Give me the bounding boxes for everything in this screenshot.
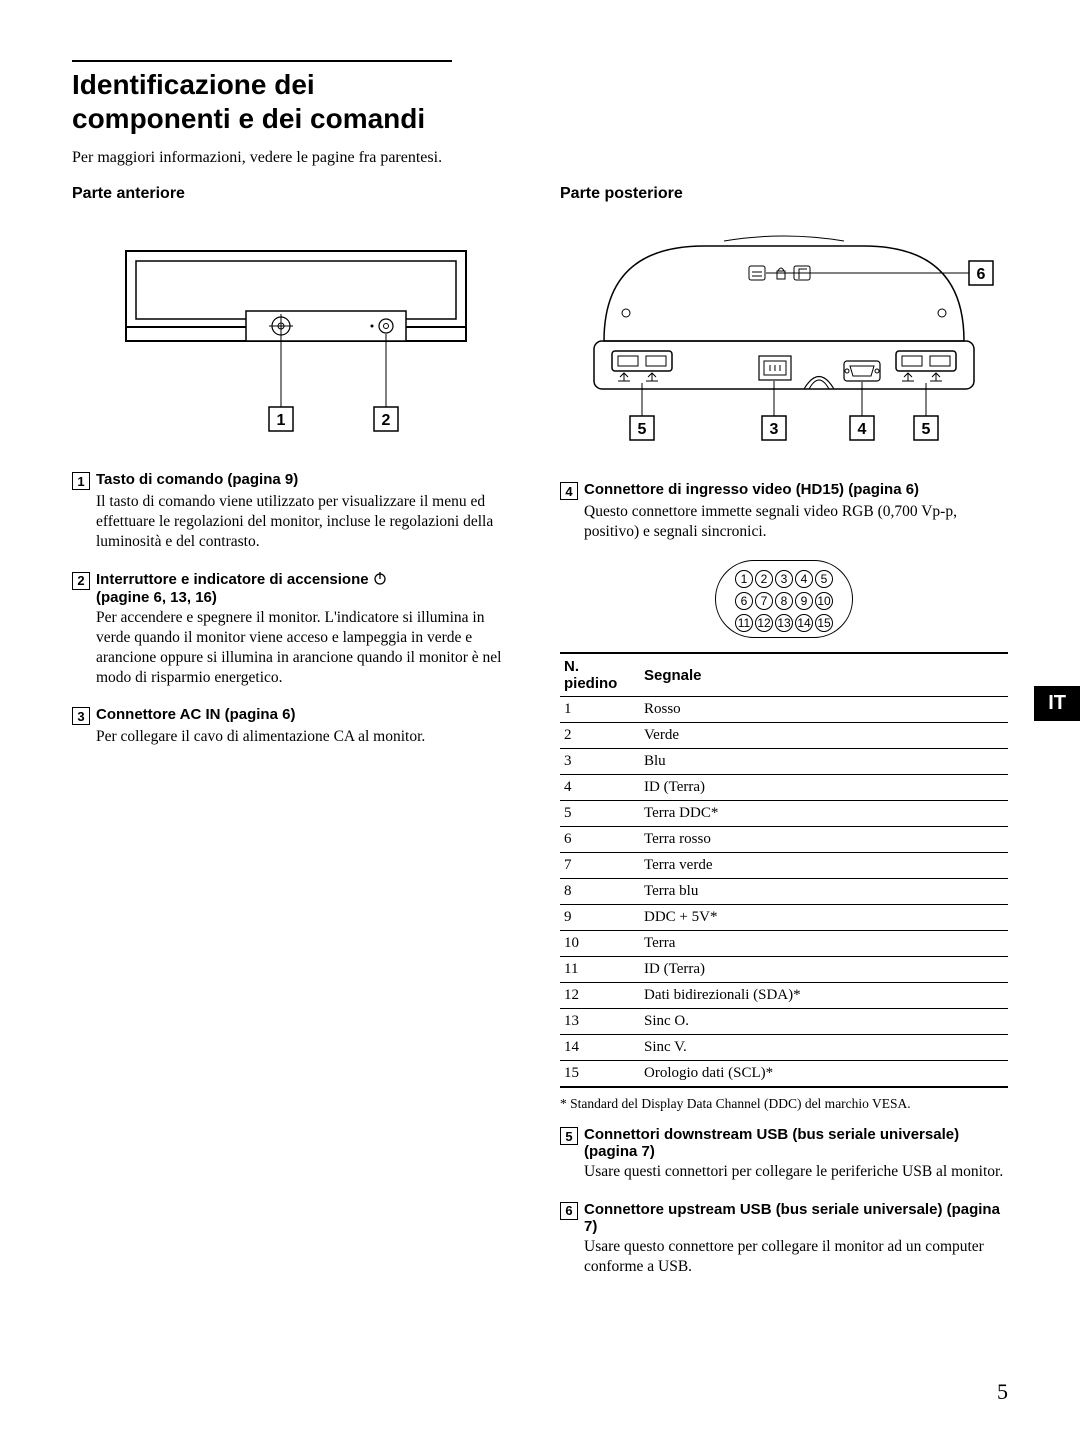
item-6: 6 Connettore upstream USB (bus seriale u… (560, 1201, 1008, 1277)
table-row: 8Terra blu (560, 879, 1008, 905)
pin-2: 2 (755, 570, 773, 588)
item-1: 1 Tasto di comando (pagina 9) Il tasto d… (72, 471, 520, 552)
pin-diagram: 12345 678910 1112131415 (560, 560, 1008, 638)
pin-15: 15 (815, 614, 833, 632)
content-columns: Parte anteriore (72, 185, 1008, 1295)
right-subhead: Parte posteriore (560, 185, 1008, 203)
title-rule (72, 60, 452, 62)
page-number: 5 (997, 1379, 1008, 1405)
pin-1: 1 (735, 570, 753, 588)
table-row: 13Sinc O. (560, 1009, 1008, 1035)
pin-5: 5 (815, 570, 833, 588)
table-row: 1Rosso (560, 697, 1008, 723)
left-subhead: Parte anteriore (72, 185, 520, 203)
table-footnote: * Standard del Display Data Channel (DDC… (560, 1096, 1008, 1112)
item-3: 3 Connettore AC IN (pagina 6) Per colleg… (72, 706, 520, 747)
item-4-body: Questo connettore immette segnali video … (584, 502, 1008, 542)
left-column: Parte anteriore (72, 185, 520, 1295)
pin-4: 4 (795, 570, 813, 588)
svg-text:4: 4 (858, 421, 867, 438)
table-row: 3Blu (560, 749, 1008, 775)
table-row: 15Orologio dati (SCL)* (560, 1061, 1008, 1088)
svg-text:5: 5 (922, 421, 931, 438)
front-diagram: 1 2 (72, 221, 520, 441)
pin-9: 9 (795, 592, 813, 610)
item-4-title: Connettore di ingresso video (HD15) (pag… (584, 481, 919, 498)
item-6-title: Connettore upstream USB (bus seriale uni… (584, 1201, 1008, 1235)
item-1-body: Il tasto di comando viene utilizzato per… (96, 492, 520, 552)
pin-10: 10 (815, 592, 833, 610)
item-5: 5 Connettori downstream USB (bus seriale… (560, 1126, 1008, 1182)
pin-3: 3 (775, 570, 793, 588)
item-2-num: 2 (72, 572, 90, 590)
pin-14: 14 (795, 614, 813, 632)
pin-6: 6 (735, 592, 753, 610)
table-row: 4ID (Terra) (560, 775, 1008, 801)
svg-text:3: 3 (770, 421, 779, 438)
rear-diagram: 6 5 3 4 5 (560, 221, 1008, 451)
item-5-title: Connettori downstream USB (bus seriale u… (584, 1126, 1008, 1160)
table-row: 14Sinc V. (560, 1035, 1008, 1061)
table-header-signal: Segnale (640, 653, 1008, 697)
item-3-title: Connettore AC IN (pagina 6) (96, 706, 295, 723)
svg-text:6: 6 (977, 266, 986, 283)
front-callout-2: 2 (382, 412, 391, 429)
table-row: 10Terra (560, 931, 1008, 957)
item-2-body: Per accendere e spegnere il monitor. L'i… (96, 608, 520, 689)
language-tab: IT (1034, 686, 1080, 721)
item-2: 2 Interruttore e indicatore di accension… (72, 571, 520, 689)
power-icon (373, 571, 387, 589)
table-header-pin: N. piedino (560, 653, 640, 697)
table-row: 2Verde (560, 723, 1008, 749)
pin-8: 8 (775, 592, 793, 610)
table-row: 11ID (Terra) (560, 957, 1008, 983)
item-5-body: Usare questi connettori per collegare le… (584, 1162, 1008, 1182)
front-callout-1: 1 (277, 412, 286, 429)
table-row: 6Terra rosso (560, 827, 1008, 853)
pin-13: 13 (775, 614, 793, 632)
page-title: Identificazione dei componenti e dei com… (72, 68, 472, 135)
item-4-num: 4 (560, 482, 578, 500)
signal-table: N. piedino Segnale 1Rosso2Verde3Blu4ID (… (560, 652, 1008, 1088)
pin-12: 12 (755, 614, 773, 632)
table-row: 5Terra DDC* (560, 801, 1008, 827)
item-4: 4 Connettore di ingresso video (HD15) (p… (560, 481, 1008, 542)
pin-11: 11 (735, 614, 753, 632)
item-1-num: 1 (72, 472, 90, 490)
svg-text:5: 5 (638, 421, 647, 438)
table-row: 7Terra verde (560, 853, 1008, 879)
item-1-title: Tasto di comando (pagina 9) (96, 471, 298, 488)
item-3-num: 3 (72, 707, 90, 725)
table-row: 9DDC + 5V* (560, 905, 1008, 931)
right-column: Parte posteriore (560, 185, 1008, 1295)
item-5-num: 5 (560, 1127, 578, 1145)
table-row: 12Dati bidirezionali (SDA)* (560, 983, 1008, 1009)
item-6-num: 6 (560, 1202, 578, 1220)
pin-shape: 12345 678910 1112131415 (715, 560, 853, 638)
item-3-body: Per collegare il cavo di alimentazione C… (96, 727, 520, 747)
pin-7: 7 (755, 592, 773, 610)
item-6-body: Usare questo connettore per collegare il… (584, 1237, 1008, 1277)
intro-text: Per maggiori informazioni, vedere le pag… (72, 149, 1008, 167)
item-2-title: Interruttore e indicatore di accensione … (96, 571, 387, 606)
